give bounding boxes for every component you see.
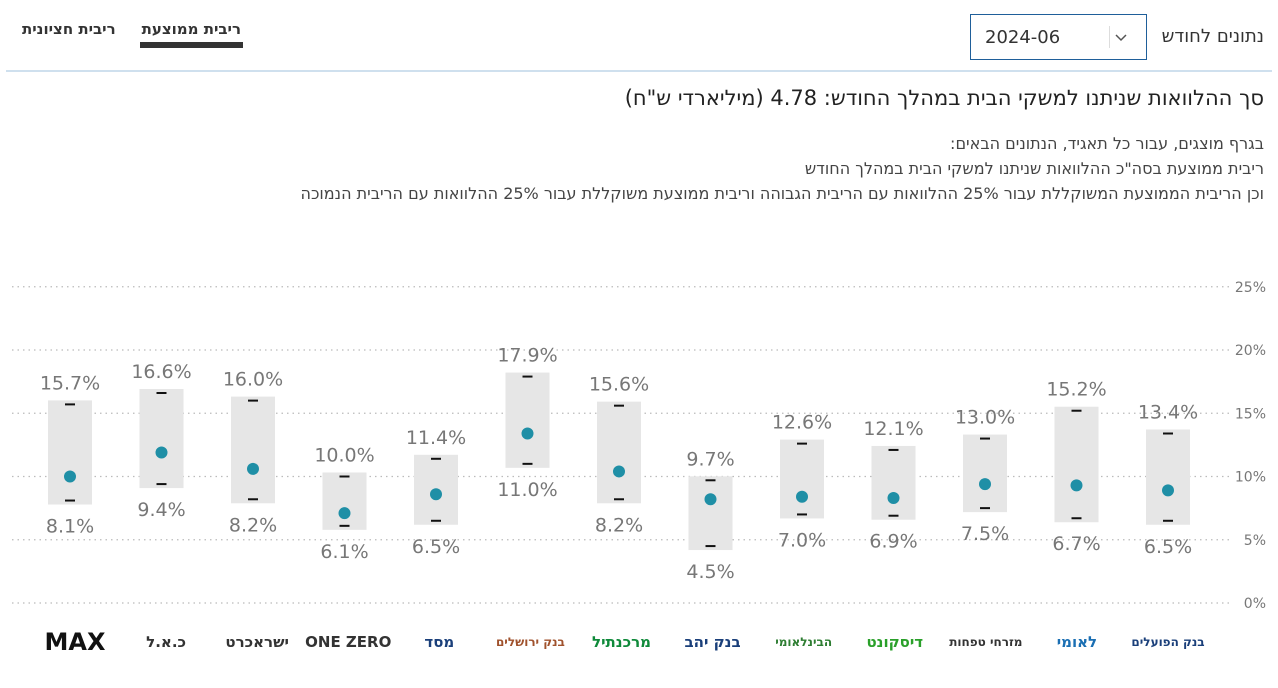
high-value-label: 13.4% [1138, 401, 1198, 423]
range-box [322, 472, 367, 530]
y-tick-label: 5% [1244, 533, 1266, 549]
page-title: סך ההלוואות שניתנו למשקי הבית במהלך החוד… [624, 86, 1264, 110]
low-value-label: 11.0% [497, 479, 557, 501]
high-value-label: 10.0% [314, 445, 374, 467]
low-value-label: 4.5% [686, 561, 734, 583]
average-dot[interactable] [338, 507, 351, 520]
range-box [1146, 429, 1190, 525]
average-dot[interactable] [613, 465, 625, 478]
high-value-label: 15.7% [40, 372, 100, 394]
high-value-label: 12.1% [863, 418, 923, 440]
bank-yahav-logo: בנק יהב [684, 633, 741, 651]
average-dot[interactable] [887, 492, 900, 505]
low-value-label: 6.5% [412, 536, 460, 558]
beinleumi-logo: הבינלאומי [775, 635, 833, 649]
description-line: וכן הריבית הממוצעת המשוקללת עבור 25% ההל… [300, 184, 1264, 203]
range-box [231, 396, 275, 504]
low-value-label: 8.2% [595, 514, 643, 536]
range-box [597, 401, 641, 504]
y-tick-label: 15% [1235, 406, 1266, 422]
max-logo: MAX [44, 628, 106, 656]
average-dot[interactable] [64, 470, 76, 483]
y-tick-label: 10% [1235, 470, 1266, 486]
high-value-label: 15.6% [589, 374, 649, 396]
month-select-value: 2024-06 [985, 26, 1061, 48]
high-value-label: 16.6% [131, 361, 191, 383]
average-dot[interactable] [155, 446, 168, 459]
low-value-label: 7.5% [961, 523, 1009, 545]
y-tick-label: 20% [1235, 343, 1266, 359]
low-value-label: 6.9% [869, 531, 917, 553]
month-filter-label: נתונים לחודש [1161, 26, 1264, 47]
bank-jerusalem-logo: בנק ירושלים [495, 635, 565, 649]
high-value-label: 16.0% [223, 369, 283, 391]
y-tick-label: 0% [1244, 596, 1266, 612]
y-tick-label: 25% [1235, 280, 1266, 296]
range-box [871, 445, 916, 520]
isracard-logo: ישראכרט [225, 633, 289, 651]
range-box [780, 439, 824, 519]
tab-average-rate[interactable]: ריבית ממוצעת [139, 18, 244, 48]
month-select[interactable]: 2024-06 [970, 14, 1147, 60]
high-value-label: 13.0% [955, 407, 1015, 429]
discount-logo: דיסקונט [866, 633, 924, 651]
range-box [963, 434, 1007, 513]
header-divider [6, 70, 1272, 72]
low-value-label: 6.5% [1144, 536, 1192, 558]
average-dot[interactable] [430, 488, 442, 501]
low-value-label: 6.1% [320, 541, 368, 563]
average-dot[interactable] [1070, 479, 1083, 492]
chevron-down-icon[interactable] [1109, 26, 1132, 48]
average-dot[interactable] [979, 478, 991, 491]
chart-description: בגרף מוצגים, עבור כל תאגיד, הנתונים הבאי… [301, 131, 1264, 206]
range-box [505, 372, 550, 468]
rate-type-tabs: ריבית ממוצעת ריבית חציונית [20, 18, 244, 48]
low-value-label: 7.0% [778, 529, 826, 551]
bank-hapoalim-logo: בנק הפועלים [1131, 635, 1205, 649]
interest-rate-chart: 0% 5% 10% 15% 20% 25% 15.7% 8.1% 16.6% 9.4% 16.0% 8… [12, 280, 1266, 612]
high-value-label: 15.2% [1046, 379, 1106, 401]
tab-median-rate[interactable]: ריבית חציונית [22, 20, 116, 38]
description-line: בגרף מוצגים, עבור כל תאגיד, הנתונים הבאי… [950, 134, 1264, 153]
average-dot[interactable] [704, 493, 717, 506]
one-zero-logo: ONE ZERO [305, 633, 392, 651]
cal-logo: כ.א.ל [146, 633, 187, 651]
low-value-label: 9.4% [137, 499, 185, 521]
high-value-label: 12.6% [772, 412, 832, 434]
average-dot[interactable] [1162, 484, 1174, 497]
range-box [139, 389, 184, 489]
range-box [1054, 406, 1099, 523]
low-value-label: 6.7% [1052, 533, 1100, 555]
mizrahi-tefahot-logo: מזרחי טפחות [949, 635, 1023, 649]
range-box [48, 400, 92, 505]
description-line: ריבית ממוצעת בסה"כ ההלוואות שניתנו למשקי… [804, 159, 1264, 178]
average-dot[interactable] [796, 490, 808, 503]
masad-logo: מסד [424, 633, 455, 651]
mercantile-logo: מרכנתיל [592, 633, 651, 651]
range-box [688, 476, 733, 551]
low-value-label: 8.1% [46, 516, 94, 538]
leumi-logo: לאומי [1056, 633, 1098, 651]
average-dot[interactable] [521, 427, 534, 440]
low-value-label: 8.2% [229, 514, 277, 536]
high-value-label: 17.9% [497, 345, 557, 367]
bank-logos: MAX כ.א.ל ישראכרט ONE ZERO מסד בנק ירושלים מרכ… [0, 618, 1278, 668]
average-dot[interactable] [247, 462, 259, 475]
high-value-label: 11.4% [406, 427, 466, 449]
high-value-label: 9.7% [686, 448, 734, 470]
